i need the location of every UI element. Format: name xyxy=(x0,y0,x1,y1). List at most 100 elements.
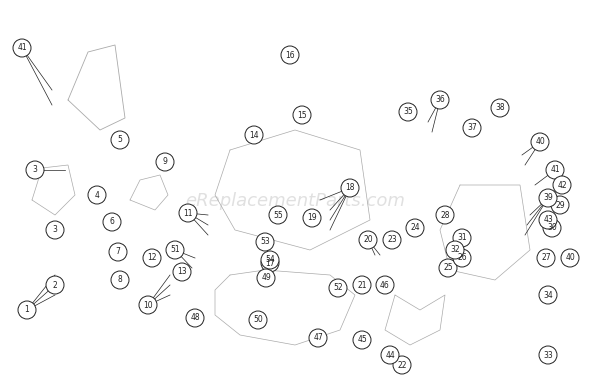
Text: 11: 11 xyxy=(183,209,193,217)
Text: 26: 26 xyxy=(457,253,467,262)
Circle shape xyxy=(353,331,371,349)
Text: 17: 17 xyxy=(265,259,275,267)
Circle shape xyxy=(303,209,321,227)
Circle shape xyxy=(139,296,157,314)
Text: 3: 3 xyxy=(32,166,37,175)
Circle shape xyxy=(453,249,471,267)
Text: 32: 32 xyxy=(450,245,460,255)
Text: 44: 44 xyxy=(385,351,395,360)
Text: 10: 10 xyxy=(143,300,153,310)
Circle shape xyxy=(446,241,464,259)
Text: 4: 4 xyxy=(94,190,100,200)
Text: eReplacementParts.com: eReplacementParts.com xyxy=(185,192,405,210)
Circle shape xyxy=(281,46,299,64)
Text: 27: 27 xyxy=(541,253,551,262)
Text: 36: 36 xyxy=(435,96,445,104)
Circle shape xyxy=(261,251,279,269)
Circle shape xyxy=(143,249,161,267)
Circle shape xyxy=(179,204,197,222)
Text: 41: 41 xyxy=(550,166,560,175)
Text: 43: 43 xyxy=(543,216,553,224)
Circle shape xyxy=(26,161,44,179)
Circle shape xyxy=(18,301,36,319)
Circle shape xyxy=(261,254,279,272)
Circle shape xyxy=(111,131,129,149)
Circle shape xyxy=(381,346,399,364)
Text: 39: 39 xyxy=(543,194,553,202)
Circle shape xyxy=(359,231,377,249)
Circle shape xyxy=(463,119,481,137)
Circle shape xyxy=(383,231,401,249)
Circle shape xyxy=(341,179,359,197)
Circle shape xyxy=(88,186,106,204)
Text: 47: 47 xyxy=(313,334,323,342)
Text: 48: 48 xyxy=(190,313,200,322)
Text: 19: 19 xyxy=(307,214,317,223)
Text: 14: 14 xyxy=(249,130,259,139)
Text: 13: 13 xyxy=(177,267,187,276)
Text: 53: 53 xyxy=(260,238,270,247)
Text: 49: 49 xyxy=(261,274,271,283)
Text: 15: 15 xyxy=(297,111,307,120)
Text: 46: 46 xyxy=(380,281,390,289)
Text: 52: 52 xyxy=(333,284,343,293)
Text: 54: 54 xyxy=(265,255,275,264)
Text: 42: 42 xyxy=(557,180,567,190)
Circle shape xyxy=(393,356,411,374)
Text: 5: 5 xyxy=(117,135,123,144)
Circle shape xyxy=(551,196,569,214)
Circle shape xyxy=(269,206,287,224)
Text: 30: 30 xyxy=(547,224,557,233)
Text: 1: 1 xyxy=(25,305,30,315)
Text: 9: 9 xyxy=(163,158,168,166)
Circle shape xyxy=(436,206,454,224)
Circle shape xyxy=(399,103,417,121)
Text: 38: 38 xyxy=(495,103,505,113)
Text: 40: 40 xyxy=(565,253,575,262)
Circle shape xyxy=(256,233,274,251)
Circle shape xyxy=(491,99,509,117)
Circle shape xyxy=(539,211,557,229)
Text: 50: 50 xyxy=(253,315,263,325)
Circle shape xyxy=(111,271,129,289)
Circle shape xyxy=(539,286,557,304)
Circle shape xyxy=(13,39,31,57)
Circle shape xyxy=(537,249,555,267)
Text: 35: 35 xyxy=(403,108,413,116)
Circle shape xyxy=(561,249,579,267)
Circle shape xyxy=(439,259,457,277)
Circle shape xyxy=(543,219,561,237)
Text: 16: 16 xyxy=(285,50,295,60)
Text: 40: 40 xyxy=(535,137,545,147)
Circle shape xyxy=(376,276,394,294)
Circle shape xyxy=(249,311,267,329)
Circle shape xyxy=(245,126,263,144)
Circle shape xyxy=(173,263,191,281)
Circle shape xyxy=(46,221,64,239)
Text: 51: 51 xyxy=(170,245,180,255)
Text: 33: 33 xyxy=(543,351,553,360)
Circle shape xyxy=(103,213,121,231)
Text: 12: 12 xyxy=(148,253,157,262)
Text: 29: 29 xyxy=(555,200,565,209)
Circle shape xyxy=(186,309,204,327)
Text: 55: 55 xyxy=(273,211,283,219)
Text: 6: 6 xyxy=(110,217,114,226)
Text: 2: 2 xyxy=(53,281,57,289)
Circle shape xyxy=(453,229,471,247)
Circle shape xyxy=(257,269,275,287)
Circle shape xyxy=(329,279,347,297)
Text: 24: 24 xyxy=(410,224,420,233)
Text: 3: 3 xyxy=(53,226,57,235)
Text: 8: 8 xyxy=(117,276,122,284)
Circle shape xyxy=(431,91,449,109)
Circle shape xyxy=(46,276,64,294)
Text: 7: 7 xyxy=(116,248,120,257)
Circle shape xyxy=(553,176,571,194)
Circle shape xyxy=(539,346,557,364)
Text: 45: 45 xyxy=(357,336,367,344)
Text: 31: 31 xyxy=(457,233,467,243)
Text: 23: 23 xyxy=(387,236,397,245)
Text: 20: 20 xyxy=(363,236,373,245)
Circle shape xyxy=(546,161,564,179)
